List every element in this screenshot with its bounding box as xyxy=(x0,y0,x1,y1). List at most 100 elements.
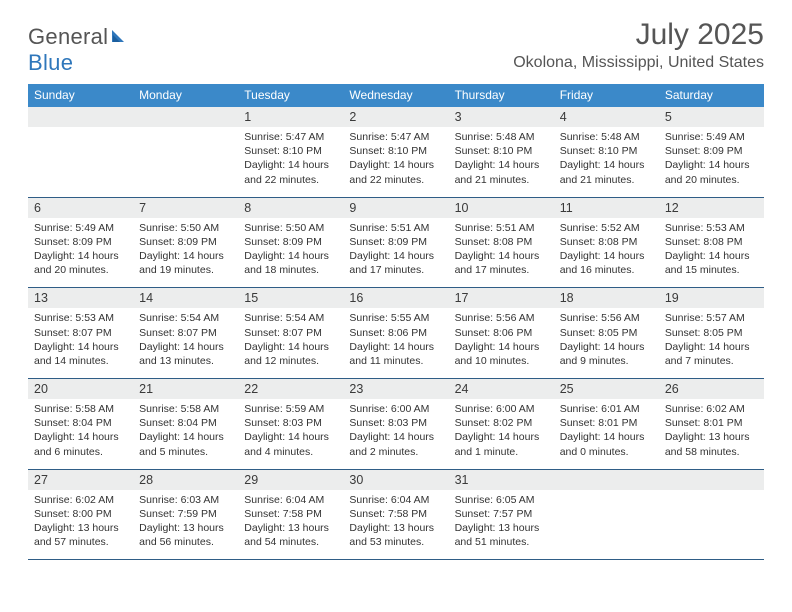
day-detail-line: Sunrise: 6:05 AM xyxy=(455,493,548,507)
day-details: Sunrise: 6:04 AMSunset: 7:58 PMDaylight:… xyxy=(238,490,343,550)
day-detail-line: Sunrise: 6:00 AM xyxy=(455,402,548,416)
day-number: 10 xyxy=(449,198,554,218)
day-details: Sunrise: 6:03 AMSunset: 7:59 PMDaylight:… xyxy=(133,490,238,550)
day-detail-line: Sunset: 8:08 PM xyxy=(665,235,758,249)
day-detail-line: Daylight: 14 hours xyxy=(560,340,653,354)
day-number: 7 xyxy=(133,198,238,218)
day-detail-line: Sunset: 8:03 PM xyxy=(349,416,442,430)
day-detail-line: Sunset: 7:59 PM xyxy=(139,507,232,521)
day-detail-line: and 11 minutes. xyxy=(349,354,442,368)
day-details: Sunrise: 5:50 AMSunset: 8:09 PMDaylight:… xyxy=(238,218,343,278)
week-row: 20Sunrise: 5:58 AMSunset: 8:04 PMDayligh… xyxy=(28,379,764,470)
day-detail-line: Sunrise: 6:00 AM xyxy=(349,402,442,416)
day-detail-line: Sunrise: 5:53 AM xyxy=(665,221,758,235)
day-detail-line: and 51 minutes. xyxy=(455,535,548,549)
logo-sail-icon xyxy=(110,24,130,49)
day-detail-line: Sunset: 8:08 PM xyxy=(455,235,548,249)
day-detail-line: Sunset: 8:10 PM xyxy=(349,144,442,158)
day-cell: 19 Sunrise: 5:57 AMSunset: 8:05 PMDayligh… xyxy=(659,288,764,378)
day-detail-line: Daylight: 14 hours xyxy=(139,249,232,263)
location-subtitle: Okolona, Mississippi, United States xyxy=(513,54,764,72)
day-number: 28 xyxy=(133,470,238,490)
day-detail-line: and 17 minutes. xyxy=(455,263,548,277)
day-detail-line: Sunset: 8:04 PM xyxy=(34,416,127,430)
day-detail-line: Sunset: 8:03 PM xyxy=(244,416,337,430)
day-detail-line: and 58 minutes. xyxy=(665,445,758,459)
day-number: 25 xyxy=(554,379,659,399)
day-number: 12 xyxy=(659,198,764,218)
day-cell: 25Sunrise: 6:01 AMSunset: 8:01 PMDayligh… xyxy=(554,379,659,469)
day-number: 13 xyxy=(28,288,133,308)
week-row: 1Sunrise: 5:47 AMSunset: 8:10 PMDaylight… xyxy=(28,107,764,198)
day-detail-line: Sunrise: 5:47 AM xyxy=(349,130,442,144)
day-number: 23 xyxy=(343,379,448,399)
day-cell: 3Sunrise: 5:48 AMSunset: 8:10 PMDaylight… xyxy=(449,107,554,197)
day-detail-line: and 56 minutes. xyxy=(139,535,232,549)
day-cell: 8Sunrise: 5:50 AMSunset: 8:09 PMDaylight… xyxy=(238,198,343,288)
day-detail-line: Daylight: 14 hours xyxy=(139,430,232,444)
day-number: 8 xyxy=(238,198,343,218)
day-detail-line: Daylight: 14 hours xyxy=(244,430,337,444)
day-cell: 30Sunrise: 6:04 AMSunset: 7:58 PMDayligh… xyxy=(343,470,448,560)
day-detail-line: Daylight: 14 hours xyxy=(244,249,337,263)
day-detail-line: and 6 minutes. xyxy=(34,445,127,459)
day-number: 29 xyxy=(238,470,343,490)
week-row: 13 Sunrise: 5:53 AMSunset: 8:07 PM Dayligh… xyxy=(28,288,764,379)
day-detail-line: Sunset: 8:09 PM xyxy=(34,235,127,249)
day-cell: 14Sunrise: 5:54 AMSunset: 8:07 PMDayligh… xyxy=(133,288,238,378)
day-number: 4 xyxy=(554,107,659,127)
day-number: 17 xyxy=(449,288,554,308)
day-details: Sunrise: 5:54 AMSunset: 8:07 PMDaylight:… xyxy=(133,308,238,368)
day-number: 15 xyxy=(238,288,343,308)
day-number: 11 xyxy=(554,198,659,218)
day-cell: 21Sunrise: 5:58 AMSunset: 8:04 PMDayligh… xyxy=(133,379,238,469)
day-detail-line: Sunrise: 5:58 AM xyxy=(139,402,232,416)
day-detail-line: Sunset: 8:07 PM xyxy=(34,326,127,340)
day-number: 30 xyxy=(343,470,448,490)
day-details: Sunrise: 5:59 AMSunset: 8:03 PMDaylight:… xyxy=(238,399,343,459)
day-number: 27 xyxy=(28,470,133,490)
day-details: Sunrise: 5:55 AMSunset: 8:06 PMDaylight:… xyxy=(343,308,448,368)
day-details: Sunrise: 5:51 AMSunset: 8:09 PMDaylight:… xyxy=(343,218,448,278)
day-cell: 16Sunrise: 5:55 AMSunset: 8:06 PMDayligh… xyxy=(343,288,448,378)
day-detail-line: and 16 minutes. xyxy=(560,263,653,277)
day-detail-line: Sunset: 8:05 PM xyxy=(665,326,758,340)
day-detail-line: Sunrise: 5:53 AM xyxy=(34,311,127,325)
day-detail-line: Sunrise: 5:52 AM xyxy=(560,221,653,235)
day-details: Sunrise: 5:51 AMSunset: 8:08 PMDaylight:… xyxy=(449,218,554,278)
day-cell: 31Sunrise: 6:05 AMSunset: 7:57 PMDayligh… xyxy=(449,470,554,560)
day-number: 19 xyxy=(659,288,764,308)
day-detail-line: Sunset: 7:57 PM xyxy=(455,507,548,521)
day-cell: 7Sunrise: 5:50 AMSunset: 8:09 PMDaylight… xyxy=(133,198,238,288)
day-number: 22 xyxy=(238,379,343,399)
day-number: 31 xyxy=(449,470,554,490)
day-detail-line: Sunrise: 5:59 AM xyxy=(244,402,337,416)
day-detail-line: and 21 minutes. xyxy=(455,173,548,187)
day-detail-line: Daylight: 14 hours xyxy=(349,249,442,263)
day-detail-line: Sunrise: 5:57 AM xyxy=(665,311,758,325)
day-detail-line: Sunset: 8:01 PM xyxy=(665,416,758,430)
day-detail-line: Sunset: 8:09 PM xyxy=(665,144,758,158)
day-detail-line: Sunset: 8:08 PM xyxy=(560,235,653,249)
day-detail-line: Daylight: 14 hours xyxy=(349,430,442,444)
day-detail-line: Sunrise: 5:48 AM xyxy=(455,130,548,144)
day-detail-line: and 1 minute. xyxy=(455,445,548,459)
day-details: Sunrise: 5:48 AMSunset: 8:10 PMDaylight:… xyxy=(554,127,659,187)
day-cell: 27Sunrise: 6:02 AMSunset: 8:00 PMDayligh… xyxy=(28,470,133,560)
day-details: Sunrise: 5:49 AMSunset: 8:09 PMDaylight:… xyxy=(28,218,133,278)
day-detail-line: Sunrise: 5:56 AM xyxy=(560,311,653,325)
day-detail-line: Daylight: 14 hours xyxy=(665,158,758,172)
day-detail-line: Daylight: 14 hours xyxy=(455,249,548,263)
day-detail-line: Daylight: 14 hours xyxy=(665,340,758,354)
day-cell: 13Sunrise: 5:53 AMSunset: 8:07 PMDayligh… xyxy=(28,288,133,378)
day-details: Sunrise: 5:53 AMSunset: 8:08 PMDaylight:… xyxy=(659,218,764,278)
day-number xyxy=(133,107,238,127)
page-header: GeneralBlue July 2025 Okolona, Mississip… xyxy=(28,18,764,76)
month-title: July 2025 xyxy=(513,18,764,52)
day-details: Sunrise: 5:48 AMSunset: 8:10 PMDaylight:… xyxy=(449,127,554,187)
day-details: Sunrise: 6:04 AMSunset: 7:58 PMDaylight:… xyxy=(343,490,448,550)
day-detail-line: and 57 minutes. xyxy=(34,535,127,549)
day-detail-line: Sunrise: 6:04 AM xyxy=(244,493,337,507)
day-detail-line: Sunset: 7:58 PM xyxy=(349,507,442,521)
day-detail-line: Sunrise: 6:01 AM xyxy=(560,402,653,416)
